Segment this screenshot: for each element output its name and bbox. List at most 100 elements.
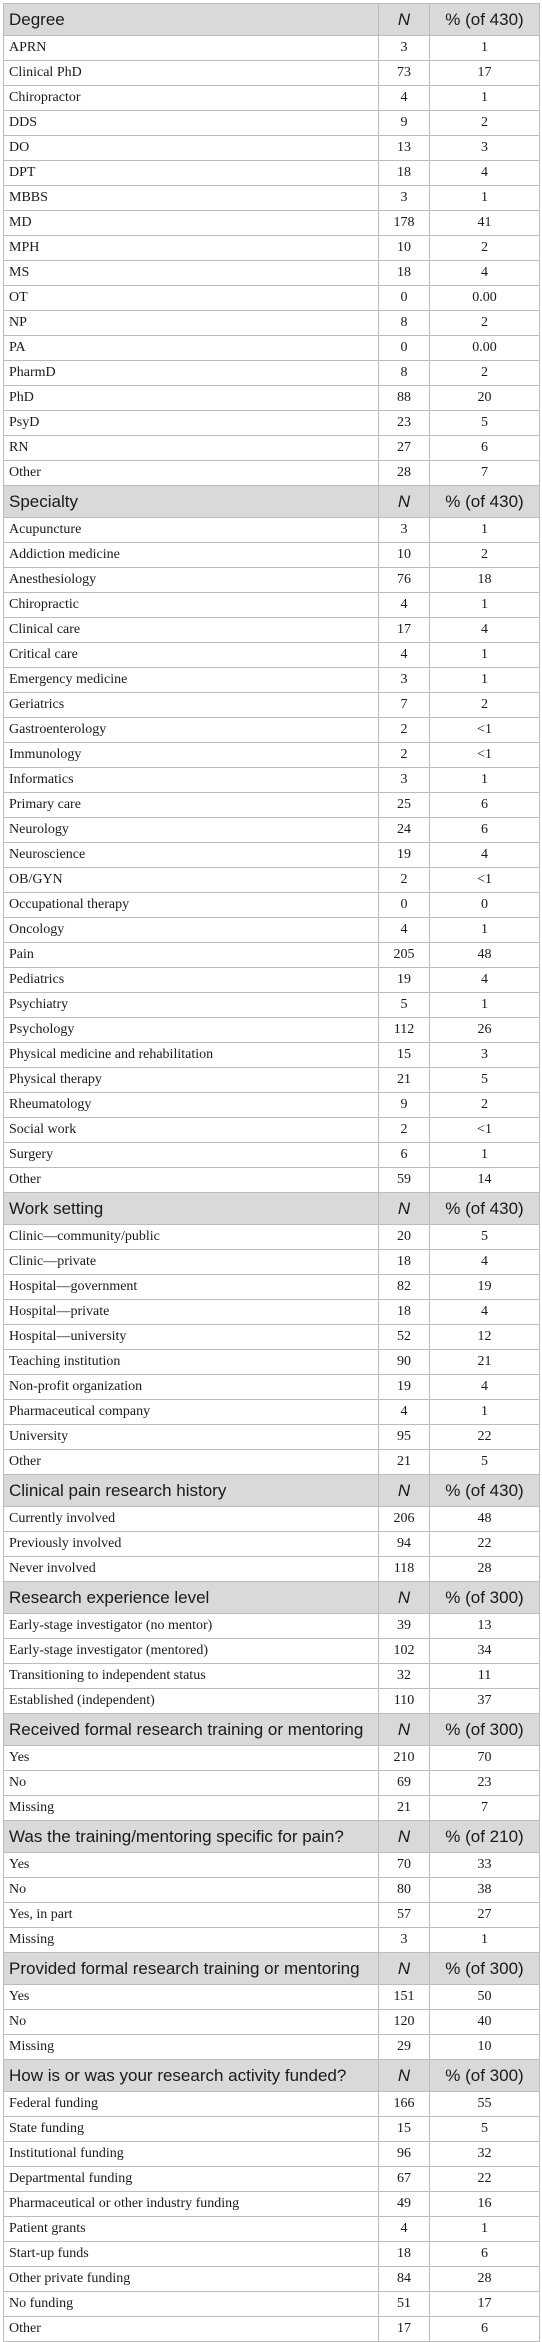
- table-row: Oncology 4 1: [3, 917, 540, 943]
- row-label: Immunology: [3, 742, 379, 768]
- header-label: Provided formal research training or men…: [3, 1952, 379, 1985]
- row-label: Neurology: [3, 817, 379, 843]
- row-label: Missing: [3, 1795, 379, 1821]
- section-header-how-is-or-was-your-research-activity-funded: How is or was your research activity fun…: [3, 2059, 540, 2092]
- percent-cell: 2: [429, 310, 540, 336]
- table-row: Immunology 2 <1: [3, 742, 540, 768]
- count-cell: 15: [378, 2116, 430, 2142]
- table-row: Never involved 118 28: [3, 1556, 540, 1582]
- table-row: Surgery 6 1: [3, 1142, 540, 1168]
- table-row: No 80 38: [3, 1877, 540, 1903]
- table-row: Physical medicine and rehabilitation 15 3: [3, 1042, 540, 1068]
- count-cell: 8: [378, 310, 430, 336]
- count-cell: 24: [378, 817, 430, 843]
- section-header-clinical-pain-research-history: Clinical pain research history N% (of 430…: [3, 1474, 540, 1507]
- n-column-header: N: [378, 1581, 430, 1614]
- n-column-header: N: [378, 1820, 430, 1853]
- table-row: Chiropractic 4 1: [3, 592, 540, 618]
- row-label: Gastroenterology: [3, 717, 379, 743]
- count-cell: 4: [378, 642, 430, 668]
- count-cell: 3: [378, 517, 430, 543]
- row-label: Neuroscience: [3, 842, 379, 868]
- row-label: Clinic—community/public: [3, 1224, 379, 1250]
- table-row: DO 13 3: [3, 135, 540, 161]
- count-cell: 18: [378, 160, 430, 186]
- row-label: Other: [3, 460, 379, 486]
- count-cell: 57: [378, 1902, 430, 1928]
- row-label: Hospital—government: [3, 1274, 379, 1300]
- row-label: MS: [3, 260, 379, 286]
- count-cell: 19: [378, 1374, 430, 1400]
- table-row: Yes 70 33: [3, 1852, 540, 1878]
- row-label: University: [3, 1424, 379, 1450]
- percent-cell: 13: [429, 1613, 540, 1639]
- row-label: PA: [3, 335, 379, 361]
- row-label: Chiropractor: [3, 85, 379, 111]
- count-cell: 3: [378, 667, 430, 693]
- count-cell: 102: [378, 1638, 430, 1664]
- percent-cell: 4: [429, 1299, 540, 1325]
- row-label: Previously involved: [3, 1531, 379, 1557]
- count-cell: 166: [378, 2091, 430, 2117]
- count-cell: 118: [378, 1556, 430, 1582]
- n-column-header: N: [378, 1952, 430, 1985]
- count-cell: 94: [378, 1531, 430, 1557]
- count-cell: 82: [378, 1274, 430, 1300]
- count-cell: 19: [378, 842, 430, 868]
- table-row: PsyD 23 5: [3, 410, 540, 436]
- count-cell: 19: [378, 967, 430, 993]
- count-cell: 21: [378, 1067, 430, 1093]
- row-label: Hospital—university: [3, 1324, 379, 1350]
- percent-cell: 27: [429, 1902, 540, 1928]
- percent-column-header: % (of 300): [429, 1713, 540, 1746]
- count-cell: 206: [378, 1506, 430, 1532]
- row-label: Established (independent): [3, 1688, 379, 1714]
- count-cell: 21: [378, 1449, 430, 1475]
- percent-cell: 6: [429, 817, 540, 843]
- n-column-header: N: [378, 1474, 430, 1507]
- row-label: Yes: [3, 1852, 379, 1878]
- count-cell: 3: [378, 1927, 430, 1953]
- count-cell: 13: [378, 135, 430, 161]
- table-row: MD 178 41: [3, 210, 540, 236]
- percent-cell: 1: [429, 1927, 540, 1953]
- table-row: Other 17 6: [3, 2316, 540, 2342]
- table-row: Clinical PhD 73 17: [3, 60, 540, 86]
- percent-cell: 5: [429, 1067, 540, 1093]
- percent-cell: 23: [429, 1770, 540, 1796]
- table-row: Clinical care 17 4: [3, 617, 540, 643]
- section-header-provided-formal-research-training-or-mentoring: Provided formal research training or men…: [3, 1952, 540, 1985]
- table-row: Neurology 24 6: [3, 817, 540, 843]
- count-cell: 9: [378, 1092, 430, 1118]
- header-label: Clinical pain research history: [3, 1474, 379, 1507]
- percent-cell: 37: [429, 1688, 540, 1714]
- header-label: Work setting: [3, 1192, 379, 1225]
- table-row: Psychology 112 26: [3, 1017, 540, 1043]
- count-cell: 27: [378, 435, 430, 461]
- percent-cell: 16: [429, 2191, 540, 2217]
- count-cell: 4: [378, 917, 430, 943]
- row-label: Clinical care: [3, 617, 379, 643]
- row-label: Psychiatry: [3, 992, 379, 1018]
- table-row: Other 59 14: [3, 1167, 540, 1193]
- table-row: Start-up funds 18 6: [3, 2241, 540, 2267]
- count-cell: 210: [378, 1745, 430, 1771]
- table-row: MPH 10 2: [3, 235, 540, 261]
- percent-column-header: % (of 430): [429, 485, 540, 518]
- percent-cell: 1: [429, 667, 540, 693]
- row-label: Other: [3, 2316, 379, 2342]
- row-label: Clinic—private: [3, 1249, 379, 1275]
- count-cell: 4: [378, 2216, 430, 2242]
- row-label: PharmD: [3, 360, 379, 386]
- table-row: Institutional funding 96 32: [3, 2141, 540, 2167]
- count-cell: 6: [378, 1142, 430, 1168]
- row-label: Informatics: [3, 767, 379, 793]
- header-label: Research experience level: [3, 1581, 379, 1614]
- percent-cell: <1: [429, 1117, 540, 1143]
- count-cell: 120: [378, 2009, 430, 2035]
- row-label: Institutional funding: [3, 2141, 379, 2167]
- table-row: Transitioning to independent status 32 11: [3, 1663, 540, 1689]
- count-cell: 18: [378, 1299, 430, 1325]
- percent-cell: 5: [429, 2116, 540, 2142]
- percent-cell: 41: [429, 210, 540, 236]
